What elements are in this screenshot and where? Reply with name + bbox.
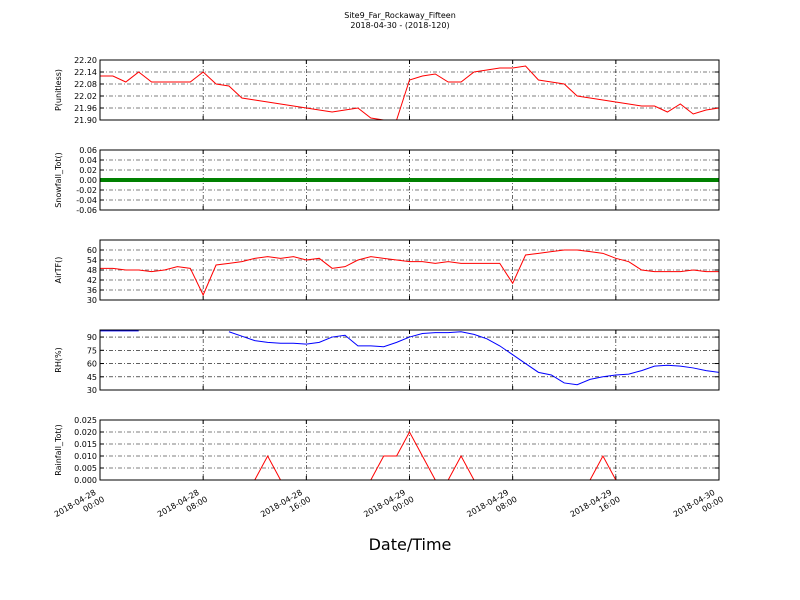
y-tick-label: 60 [87,246,97,255]
y-tick-label: 22.02 [74,92,97,101]
chart-title: Site9_Far_Rockaway_Fifteen [344,11,456,20]
y-axis-title: RH(%) [54,347,63,372]
y-tick-label: 54 [87,256,97,265]
y-tick-label: 0.06 [79,146,97,155]
plot-frame [99,419,720,481]
plot-frame [99,149,720,211]
y-tick-label: 36 [87,286,97,295]
y-tick-label: 22.08 [74,80,97,89]
y-tick-label: 0.005 [74,464,97,473]
y-axis-title: P(unitless) [54,69,63,111]
y-tick-label: 90 [87,333,97,342]
y-axis-title: Snowfall_Tot() [54,152,63,208]
plot-frame [99,59,720,121]
plot-frame [99,239,720,301]
y-tick-label: -0.04 [76,196,97,205]
y-tick-label: 22.20 [74,56,97,65]
y-tick-label: 21.90 [74,116,97,125]
y-tick-label: -0.06 [76,206,97,215]
y-tick-label: 0.010 [74,452,97,461]
y-tick-label: 45 [87,373,97,382]
y-tick-label: 30 [87,296,97,305]
plot-frame [99,329,720,391]
y-tick-label: 0.000 [74,476,97,485]
y-tick-label: 42 [87,276,97,285]
y-tick-label: 0.04 [79,156,97,165]
y-tick-label: 48 [87,266,97,275]
y-tick-label: 0.025 [74,416,97,425]
y-tick-label: 0.00 [79,176,97,185]
y-tick-label: 60 [87,360,97,369]
y-tick-label: 0.020 [74,428,97,437]
y-tick-label: 30 [87,386,97,395]
y-tick-label: 0.02 [79,166,97,175]
data-line [100,249,719,297]
chart-subtitle: 2018-04-30 - (2018-120) [350,21,449,30]
data-line [100,65,720,121]
x-axis-title: Date/Time [369,535,452,554]
y-tick-label: 22.14 [74,68,97,77]
y-axis-title: AirTF() [54,257,63,284]
y-tick-label: -0.02 [76,186,97,195]
y-axis-title: Rainfall_Tot() [54,424,63,476]
y-tick-label: 75 [87,346,97,355]
y-tick-label: 0.015 [74,440,97,449]
y-tick-label: 21.96 [74,104,97,113]
data-line [100,330,720,386]
